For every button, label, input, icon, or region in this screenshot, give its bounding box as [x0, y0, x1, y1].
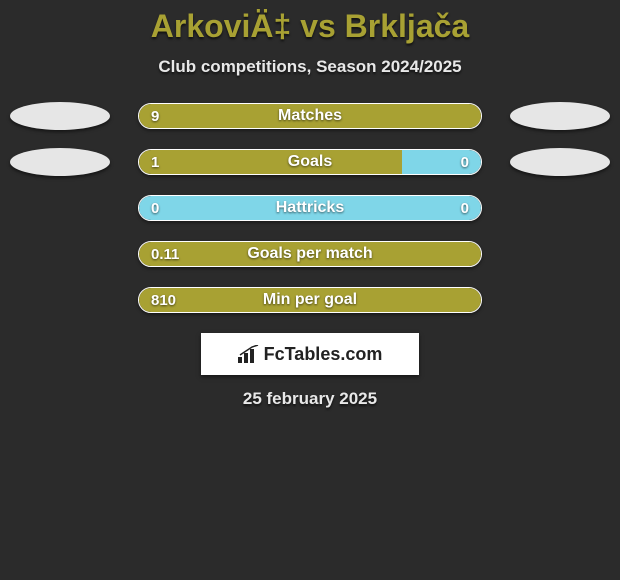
- bar-right-fill: [402, 150, 481, 174]
- stat-bar: 0.11Goals per match: [138, 241, 482, 267]
- bar-left-fill: [139, 104, 481, 128]
- stat-right-value: 0: [461, 196, 469, 220]
- stat-rows: 9Matches 1Goals0 0Hattricks0 0.11Goals per …: [0, 103, 620, 313]
- bar-left-fill: [139, 288, 481, 312]
- player-left-marker: [10, 102, 110, 130]
- subtitle: Club competitions, Season 2024/2025: [0, 57, 620, 77]
- stat-bar: 9Matches: [138, 103, 482, 129]
- stat-left-value: 0.11: [151, 242, 179, 266]
- page-title: ArkoviÄ‡ vs Brkljača: [0, 8, 620, 45]
- logo-label: FcTables.com: [264, 344, 383, 365]
- stat-bar: 0Hattricks0: [138, 195, 482, 221]
- stat-left-value: 9: [151, 104, 159, 128]
- player-left-marker: [10, 148, 110, 176]
- source-logo: FcTables.com: [201, 333, 419, 375]
- stat-row: 810Min per goal: [0, 287, 620, 313]
- stat-row: 0.11Goals per match: [0, 241, 620, 267]
- bar-left-fill: [139, 150, 402, 174]
- player-right-marker: [510, 102, 610, 130]
- bar-right-fill: [139, 196, 481, 220]
- stat-left-value: 1: [151, 150, 159, 174]
- stat-bar: 1Goals0: [138, 149, 482, 175]
- logo-text: FcTables.com: [238, 344, 383, 365]
- player-right-marker: [510, 148, 610, 176]
- stat-row: 9Matches: [0, 103, 620, 129]
- comparison-card: ArkoviÄ‡ vs Brkljača Club competitions, …: [0, 0, 620, 409]
- stat-row: 1Goals0: [0, 149, 620, 175]
- chart-icon: [238, 345, 260, 363]
- stat-row: 0Hattricks0: [0, 195, 620, 221]
- stat-left-value: 810: [151, 288, 176, 312]
- stat-right-value: 0: [461, 150, 469, 174]
- bar-left-fill: [139, 242, 481, 266]
- stat-bar: 810Min per goal: [138, 287, 482, 313]
- date-label: 25 february 2025: [0, 389, 620, 409]
- stat-left-value: 0: [151, 196, 159, 220]
